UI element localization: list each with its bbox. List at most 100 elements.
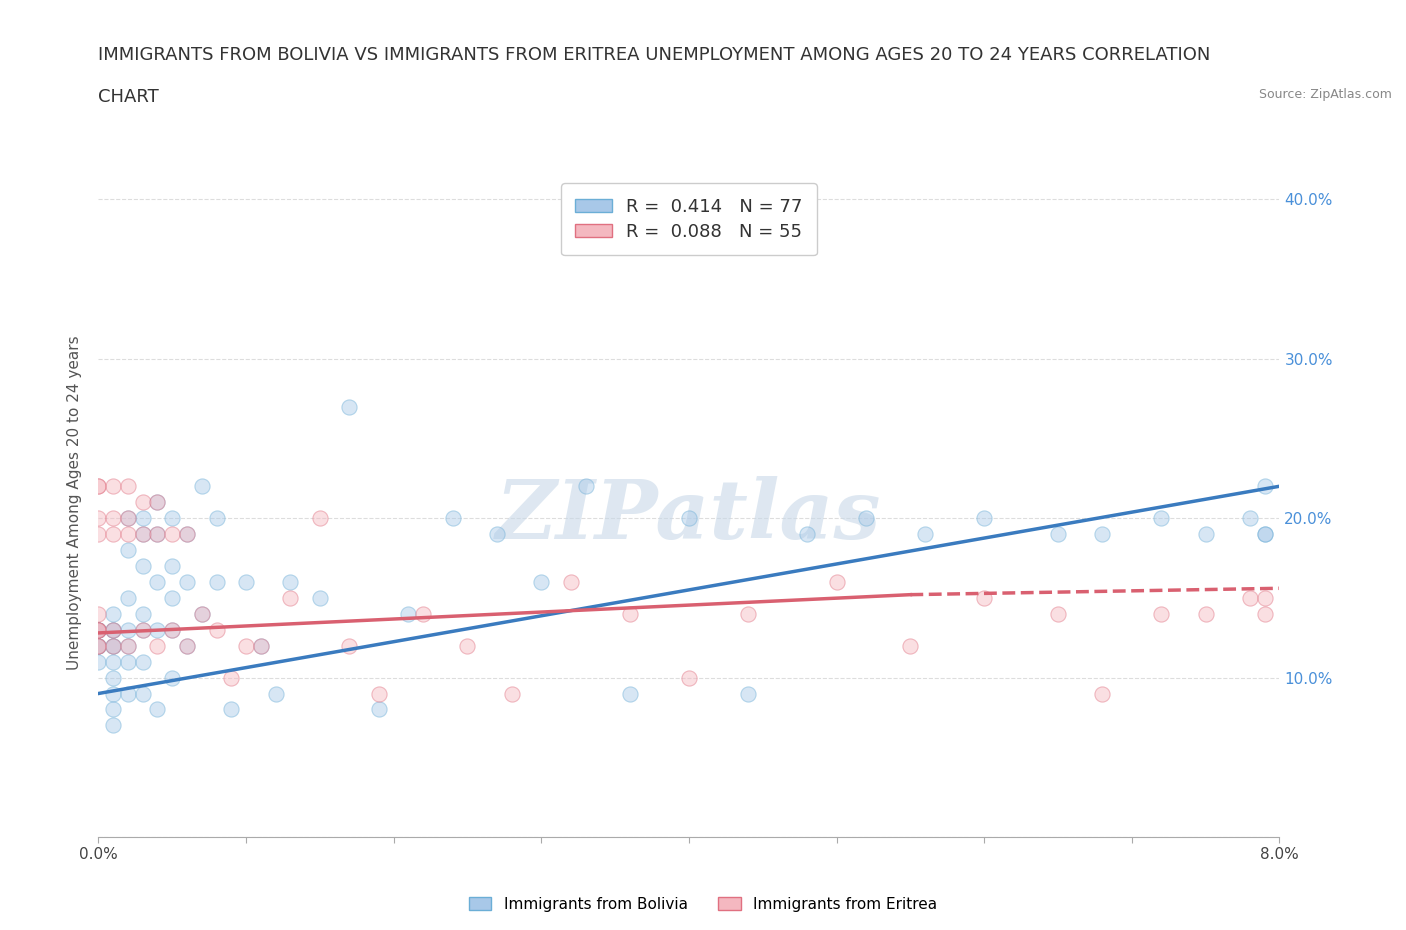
Point [103, 638, 125, 653]
Point [146, 638, 169, 653]
Text: IMMIGRANTS FROM BOLIVIA VS IMMIGRANTS FROM ERITREA UNEMPLOYMENT AMONG AGES 20 TO: IMMIGRANTS FROM BOLIVIA VS IMMIGRANTS FR… [98, 46, 1211, 64]
Point [308, 511, 332, 525]
Point [1254, 526, 1277, 541]
Point [1254, 591, 1277, 605]
Point [337, 638, 360, 653]
Point [412, 606, 434, 621]
Point [87, 622, 110, 637]
Legend: Immigrants from Bolivia, Immigrants from Eritrea: Immigrants from Bolivia, Immigrants from… [463, 890, 943, 918]
Point [146, 575, 169, 590]
Point [87, 654, 110, 669]
Point [250, 638, 273, 653]
Point [103, 479, 125, 494]
Point [117, 638, 139, 653]
Point [87, 622, 110, 637]
Point [146, 526, 169, 541]
Point [973, 511, 995, 525]
Point [146, 702, 169, 717]
Point [530, 575, 553, 590]
Point [87, 479, 110, 494]
Point [191, 606, 214, 621]
Point [191, 606, 214, 621]
Point [87, 622, 110, 637]
Point [132, 511, 155, 525]
Point [146, 526, 169, 541]
Point [501, 686, 523, 701]
Point [619, 606, 641, 621]
Point [1150, 511, 1173, 525]
Point [146, 495, 169, 510]
Point [103, 526, 125, 541]
Point [219, 671, 242, 685]
Point [103, 622, 125, 637]
Point [146, 495, 169, 510]
Point [117, 511, 139, 525]
Point [176, 526, 198, 541]
Point [87, 638, 110, 653]
Point [132, 559, 155, 574]
Point [1254, 479, 1277, 494]
Point [264, 686, 287, 701]
Point [1254, 526, 1277, 541]
Point [162, 671, 183, 685]
Point [162, 622, 183, 637]
Point [1194, 526, 1216, 541]
Point [117, 526, 139, 541]
Point [176, 638, 198, 653]
Point [87, 638, 110, 653]
Point [87, 622, 110, 637]
Point [117, 591, 139, 605]
Point [103, 686, 125, 701]
Point [132, 526, 155, 541]
Point [162, 526, 183, 541]
Point [1046, 606, 1069, 621]
Point [367, 702, 389, 717]
Point [235, 638, 257, 653]
Point [825, 575, 848, 590]
Point [900, 638, 922, 653]
Text: Source: ZipAtlas.com: Source: ZipAtlas.com [1258, 88, 1392, 101]
Point [103, 622, 125, 637]
Legend: R =  0.414   N = 77, R =  0.088   N = 55: R = 0.414 N = 77, R = 0.088 N = 55 [561, 183, 817, 255]
Point [1091, 686, 1114, 701]
Point [117, 542, 139, 557]
Point [87, 511, 110, 525]
Point [973, 591, 995, 605]
Point [103, 511, 125, 525]
Point [1239, 511, 1261, 525]
Text: CHART: CHART [98, 88, 159, 106]
Point [176, 575, 198, 590]
Point [87, 638, 110, 653]
Point [1239, 591, 1261, 605]
Point [191, 479, 214, 494]
Point [87, 622, 110, 637]
Point [117, 638, 139, 653]
Point [678, 671, 700, 685]
Point [87, 606, 110, 621]
Point [308, 591, 332, 605]
Point [132, 495, 155, 510]
Point [117, 654, 139, 669]
Point [132, 654, 155, 669]
Point [117, 622, 139, 637]
Point [132, 686, 155, 701]
Point [103, 606, 125, 621]
Point [796, 526, 818, 541]
Point [205, 511, 228, 525]
Point [205, 622, 228, 637]
Point [250, 638, 273, 653]
Point [132, 622, 155, 637]
Point [278, 591, 302, 605]
Point [103, 702, 125, 717]
Point [219, 702, 242, 717]
Point [1091, 526, 1114, 541]
Point [1150, 606, 1173, 621]
Point [162, 511, 183, 525]
Point [103, 718, 125, 733]
Point [176, 526, 198, 541]
Point [855, 511, 877, 525]
Point [103, 622, 125, 637]
Point [87, 638, 110, 653]
Point [367, 686, 389, 701]
Point [574, 479, 596, 494]
